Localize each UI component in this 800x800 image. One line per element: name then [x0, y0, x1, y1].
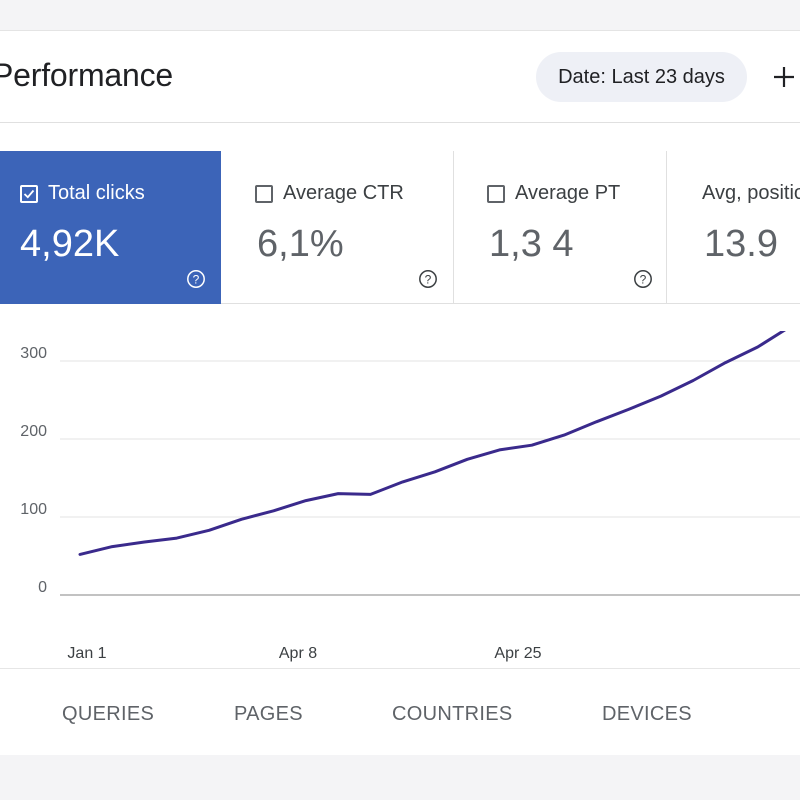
page-title: Performance [0, 57, 173, 93]
performance-header: Performance Date: Last 23 days [0, 31, 800, 123]
x-tick-label: Apr 25 [494, 645, 541, 662]
metric-card-avg-position[interactable]: Avg, position 13.9 [667, 151, 800, 304]
svg-text:?: ? [640, 272, 647, 286]
metric-label-text: Average PT [515, 182, 621, 204]
help-icon[interactable]: ? [418, 269, 438, 289]
y-tick-label: 0 [38, 579, 47, 596]
check-icon [23, 189, 35, 199]
checkbox-checked[interactable] [20, 184, 38, 203]
y-tick-label: 300 [20, 345, 47, 362]
metric-card-total-clicks[interactable]: Total clicks 4,92K ? [0, 151, 221, 304]
metric-value: 6,1% [257, 223, 344, 265]
tab-queries[interactable]: QUERIES [62, 703, 155, 725]
tab-pages[interactable]: PAGES [234, 703, 303, 725]
metric-value: 13.9 [704, 223, 778, 265]
metric-label: Total clicks [20, 182, 145, 205]
help-icon[interactable]: ? [186, 269, 206, 289]
dimension-tabs: QUERIES PAGES COUNTRIES DEVICES [0, 668, 800, 756]
date-filter-chip[interactable]: Date: Last 23 days [536, 52, 747, 102]
help-icon[interactable]: ? [633, 269, 653, 289]
metric-label-text: Avg, position [702, 182, 800, 204]
metric-card-average-ctr[interactable]: Average CTR 6,1% ? [221, 151, 454, 304]
metric-value: 1,3 4 [489, 223, 574, 265]
y-tick-label: 200 [20, 423, 47, 440]
series-line-total-clicks [78, 331, 786, 556]
svg-text:?: ? [425, 272, 432, 286]
plus-icon [774, 67, 794, 87]
clicks-line-chart: 0 100 200 300 Jan 1 Apr 8 Apr 25 [20, 331, 800, 662]
add-filter-button[interactable] [768, 59, 798, 95]
metric-cards: Total clicks 4,92K ? Average CTR 6,1% ? … [0, 151, 800, 304]
x-tick-label: Apr 8 [279, 645, 317, 662]
checkbox-unchecked[interactable] [255, 184, 273, 203]
metric-label: Average PT [487, 182, 620, 205]
metric-label: Average CTR [255, 182, 404, 205]
tab-countries[interactable]: COUNTRIES [392, 703, 513, 725]
x-tick-label: Jan 1 [67, 645, 106, 662]
checkbox-unchecked[interactable] [487, 184, 505, 203]
metric-value: 4,92K [20, 223, 120, 265]
metric-label-text: Average CTR [283, 182, 404, 204]
y-tick-label: 100 [20, 501, 47, 518]
tab-devices[interactable]: DEVICES [602, 703, 692, 725]
metric-label-text: Total clicks [48, 182, 145, 204]
performance-card: Performance Date: Last 23 days Total cli… [0, 30, 800, 755]
svg-text:?: ? [193, 272, 200, 286]
metric-card-average-pt[interactable]: Average PT 1,3 4 ? [454, 151, 667, 304]
metric-label: Avg, position [702, 182, 800, 205]
